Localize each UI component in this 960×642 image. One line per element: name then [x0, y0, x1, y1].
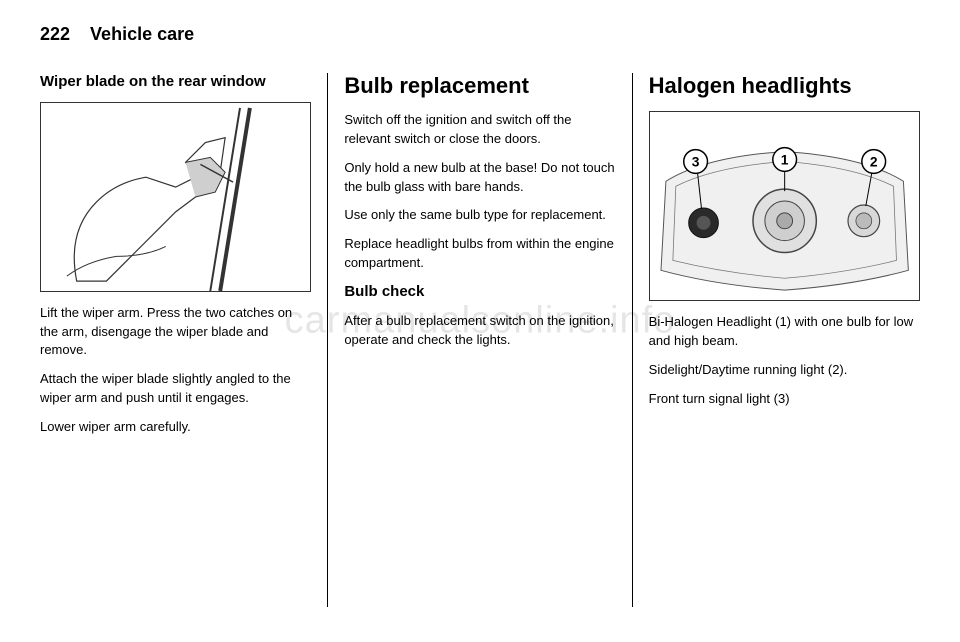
col3-p2: Sidelight/Daytime running light (2).	[649, 361, 920, 380]
col1-p2: Attach the wiper blade slightly angled t…	[40, 370, 311, 408]
col1-p3: Lower wiper arm carefully.	[40, 418, 311, 437]
col2-heading: Bulb replacement	[344, 73, 615, 99]
headlight-figure: 1 2 3	[649, 111, 920, 301]
column-2: Bulb replacement Switch off the ignition…	[328, 73, 632, 607]
col2-p3: Use only the same bulb type for replacem…	[344, 206, 615, 225]
callout-1: 1	[780, 151, 788, 167]
column-1: Wiper blade on the rear window Lift the …	[40, 73, 328, 607]
content-columns: Wiper blade on the rear window Lift the …	[40, 73, 920, 607]
page-header: 222 Vehicle care	[40, 24, 920, 45]
col2-p5: After a bulb replacement switch on the i…	[344, 312, 615, 350]
wiper-blade-illustration	[41, 103, 310, 291]
page-number: 222	[40, 24, 70, 45]
headlight-illustration: 1 2 3	[650, 112, 919, 300]
manual-page: 222 Vehicle care Wiper blade on the rear…	[0, 0, 960, 642]
col3-p3: Front turn signal light (3)	[649, 390, 920, 409]
col2-sub2: Bulb check	[344, 283, 615, 302]
callout-2: 2	[870, 153, 878, 169]
col2-p1: Switch off the ignition and switch off t…	[344, 111, 615, 149]
col2-p4: Replace headlight bulbs from within the …	[344, 235, 615, 273]
section-title: Vehicle care	[90, 24, 194, 45]
col1-p1: Lift the wiper arm. Press the two catche…	[40, 304, 311, 361]
col3-p1: Bi-Halogen Headlight (1) with one bulb f…	[649, 313, 920, 351]
col2-p2: Only hold a new bulb at the base! Do not…	[344, 159, 615, 197]
wiper-blade-figure	[40, 102, 311, 292]
col1-heading: Wiper blade on the rear window	[40, 73, 311, 92]
column-3: Halogen headlights 1	[633, 73, 920, 607]
callout-3: 3	[691, 153, 699, 169]
col3-heading: Halogen headlights	[649, 73, 920, 99]
